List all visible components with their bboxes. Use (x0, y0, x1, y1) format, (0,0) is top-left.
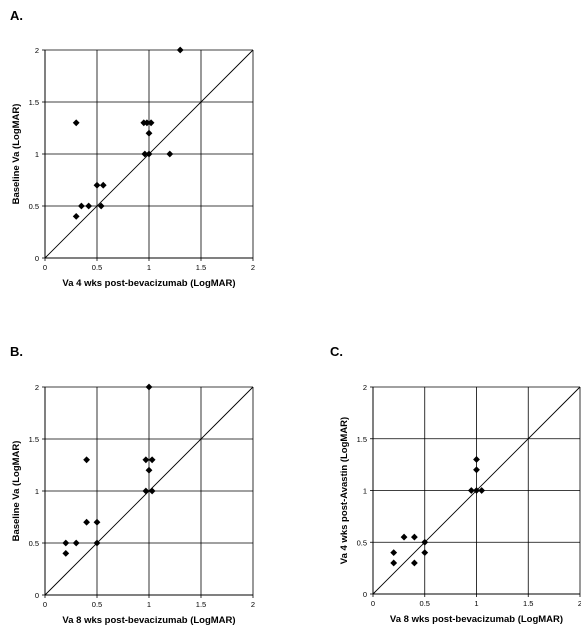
y-tick-label: 0 (363, 590, 367, 599)
y-tick-label: 1.5 (29, 98, 39, 107)
data-point (478, 487, 486, 494)
x-tick-label: 1.5 (196, 263, 206, 272)
data-point (145, 383, 153, 391)
data-point (390, 559, 398, 567)
data-point (467, 487, 475, 494)
x-tick-label: 0 (43, 600, 47, 609)
panel-label: C. (330, 344, 343, 359)
y-tick-label: 2 (35, 46, 39, 55)
data-point (62, 550, 70, 557)
data-point (83, 456, 90, 464)
data-point (145, 150, 153, 158)
data-point (93, 181, 101, 189)
x-tick-label: 0.5 (92, 263, 102, 272)
data-point (143, 119, 151, 127)
data-point (145, 466, 153, 474)
data-point (97, 202, 105, 210)
data-point (400, 533, 408, 541)
data-point (93, 539, 101, 547)
y-tick-label: 2 (363, 383, 367, 392)
data-point (99, 181, 107, 189)
data-point (142, 456, 150, 464)
data-point (421, 549, 429, 556)
y-tick-label: 0 (35, 591, 39, 600)
x-tick-label: 2 (251, 263, 255, 272)
data-point (142, 487, 150, 495)
y-tick-label: 1 (363, 487, 367, 496)
x-tick-label: 0 (371, 599, 375, 608)
panel-label: A. (10, 8, 23, 23)
y-tick-label: 2 (35, 383, 39, 392)
x-tick-label: 0.5 (92, 600, 102, 609)
data-point (390, 549, 398, 556)
y-axis-title: Baseline Va (LogMAR) (11, 441, 22, 542)
panel-label: B. (10, 344, 23, 359)
data-point (62, 539, 70, 547)
data-point (148, 487, 156, 495)
panel-c: C. 0 0.5 1 1.5 2 0 0.5 1 1.5 2 Va 8 wks post-beva… (330, 344, 581, 625)
data-point (145, 129, 153, 137)
y-tick-label: 0.5 (29, 202, 39, 211)
y-tick-label: 0 (35, 254, 39, 263)
data-point (411, 559, 418, 567)
x-tick-label: 1 (147, 600, 151, 609)
x-tick-label: 1 (474, 599, 478, 608)
data-point (473, 466, 480, 474)
y-axis-title: Va 4 wks post-Avastin (LogMAR) (339, 417, 350, 564)
y-tick-label: 1.5 (357, 435, 367, 444)
panel-b: B. 0 0.5 1 1.5 2 0 0.5 1 1.5 2 Va 8 wks post-beva… (10, 344, 255, 626)
x-tick-label: 1.5 (196, 600, 206, 609)
y-tick-label: 1 (35, 487, 39, 496)
x-tick-label: 0.5 (420, 599, 430, 608)
panel-a: A. 0 0.5 1 1.5 2 0 0.5 1 1.5 2 Va 4 wks post-beva… (10, 8, 255, 289)
x-tick-label: 0 (43, 263, 47, 272)
y-tick-label: 1 (35, 150, 39, 159)
data-point (85, 202, 93, 210)
data-point (72, 539, 80, 547)
data-point (176, 46, 184, 54)
data-point (72, 213, 80, 220)
x-tick-label: 2 (578, 599, 581, 608)
data-point (166, 150, 174, 158)
data-point (72, 119, 80, 127)
x-axis-title: Va 4 wks post-bevacizumab (LogMAR) (62, 278, 235, 289)
y-axis-title: Baseline Va (LogMAR) (11, 104, 22, 205)
data-point (473, 456, 480, 463)
data-point (78, 202, 85, 210)
x-tick-label: 1.5 (523, 599, 533, 608)
x-axis-title: Va 8 wks post-bevacizumab (LogMAR) (390, 614, 563, 625)
data-point (141, 150, 149, 158)
data-point (83, 518, 90, 526)
data-point (147, 119, 155, 127)
data-point (148, 456, 156, 464)
data-point (421, 538, 429, 546)
data-point (93, 518, 101, 526)
x-tick-label: 2 (251, 600, 255, 609)
y-tick-label: 1.5 (29, 435, 39, 444)
data-point (473, 487, 480, 494)
data-point (411, 533, 418, 541)
x-tick-label: 1 (147, 263, 151, 272)
x-axis-title: Va 8 wks post-bevacizumab (LogMAR) (62, 615, 235, 626)
y-tick-label: 0.5 (357, 538, 367, 547)
y-tick-label: 0.5 (29, 539, 39, 548)
